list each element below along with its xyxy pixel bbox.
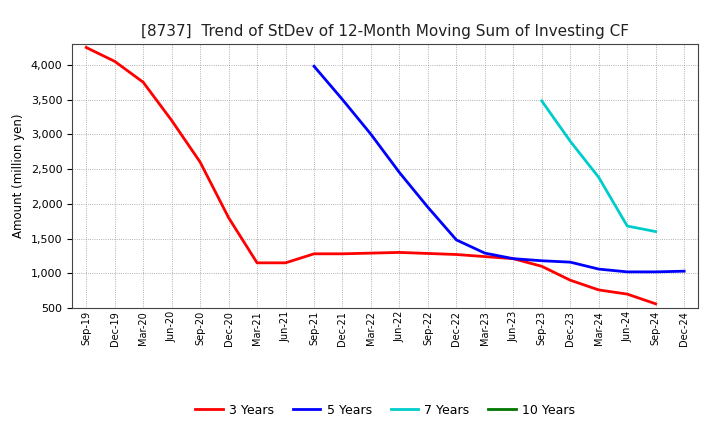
3 Years (253, 260, 261, 265)
5 Years (395, 170, 404, 175)
3 Years (225, 215, 233, 220)
5 Years (452, 237, 461, 242)
3 Years (623, 291, 631, 297)
3 Years (395, 250, 404, 255)
5 Years (509, 256, 518, 261)
3 Years (566, 278, 575, 283)
5 Years (623, 269, 631, 275)
3 Years (452, 252, 461, 257)
Line: 3 Years: 3 Years (86, 48, 656, 304)
3 Years (595, 287, 603, 293)
7 Years (652, 229, 660, 234)
7 Years (566, 139, 575, 144)
3 Years (196, 159, 204, 165)
Title: [8737]  Trend of StDev of 12-Month Moving Sum of Investing CF: [8737] Trend of StDev of 12-Month Moving… (141, 24, 629, 39)
5 Years (566, 260, 575, 265)
3 Years (537, 264, 546, 269)
5 Years (652, 269, 660, 275)
5 Years (680, 268, 688, 274)
Y-axis label: Amount (million yen): Amount (million yen) (12, 114, 25, 238)
3 Years (82, 45, 91, 50)
3 Years (282, 260, 290, 265)
3 Years (139, 80, 148, 85)
Legend: 3 Years, 5 Years, 7 Years, 10 Years: 3 Years, 5 Years, 7 Years, 10 Years (191, 399, 580, 422)
7 Years (623, 224, 631, 229)
3 Years (652, 301, 660, 307)
5 Years (310, 64, 318, 69)
5 Years (480, 250, 489, 256)
3 Years (110, 59, 119, 64)
3 Years (509, 256, 518, 261)
5 Years (338, 97, 347, 102)
7 Years (537, 98, 546, 103)
7 Years (595, 175, 603, 180)
5 Years (595, 267, 603, 272)
Line: 5 Years: 5 Years (314, 66, 684, 272)
3 Years (167, 118, 176, 123)
5 Years (423, 205, 432, 210)
3 Years (423, 251, 432, 256)
3 Years (338, 251, 347, 257)
5 Years (366, 132, 375, 137)
3 Years (310, 251, 318, 257)
5 Years (537, 258, 546, 264)
3 Years (480, 254, 489, 259)
Line: 7 Years: 7 Years (541, 101, 656, 231)
3 Years (366, 250, 375, 256)
